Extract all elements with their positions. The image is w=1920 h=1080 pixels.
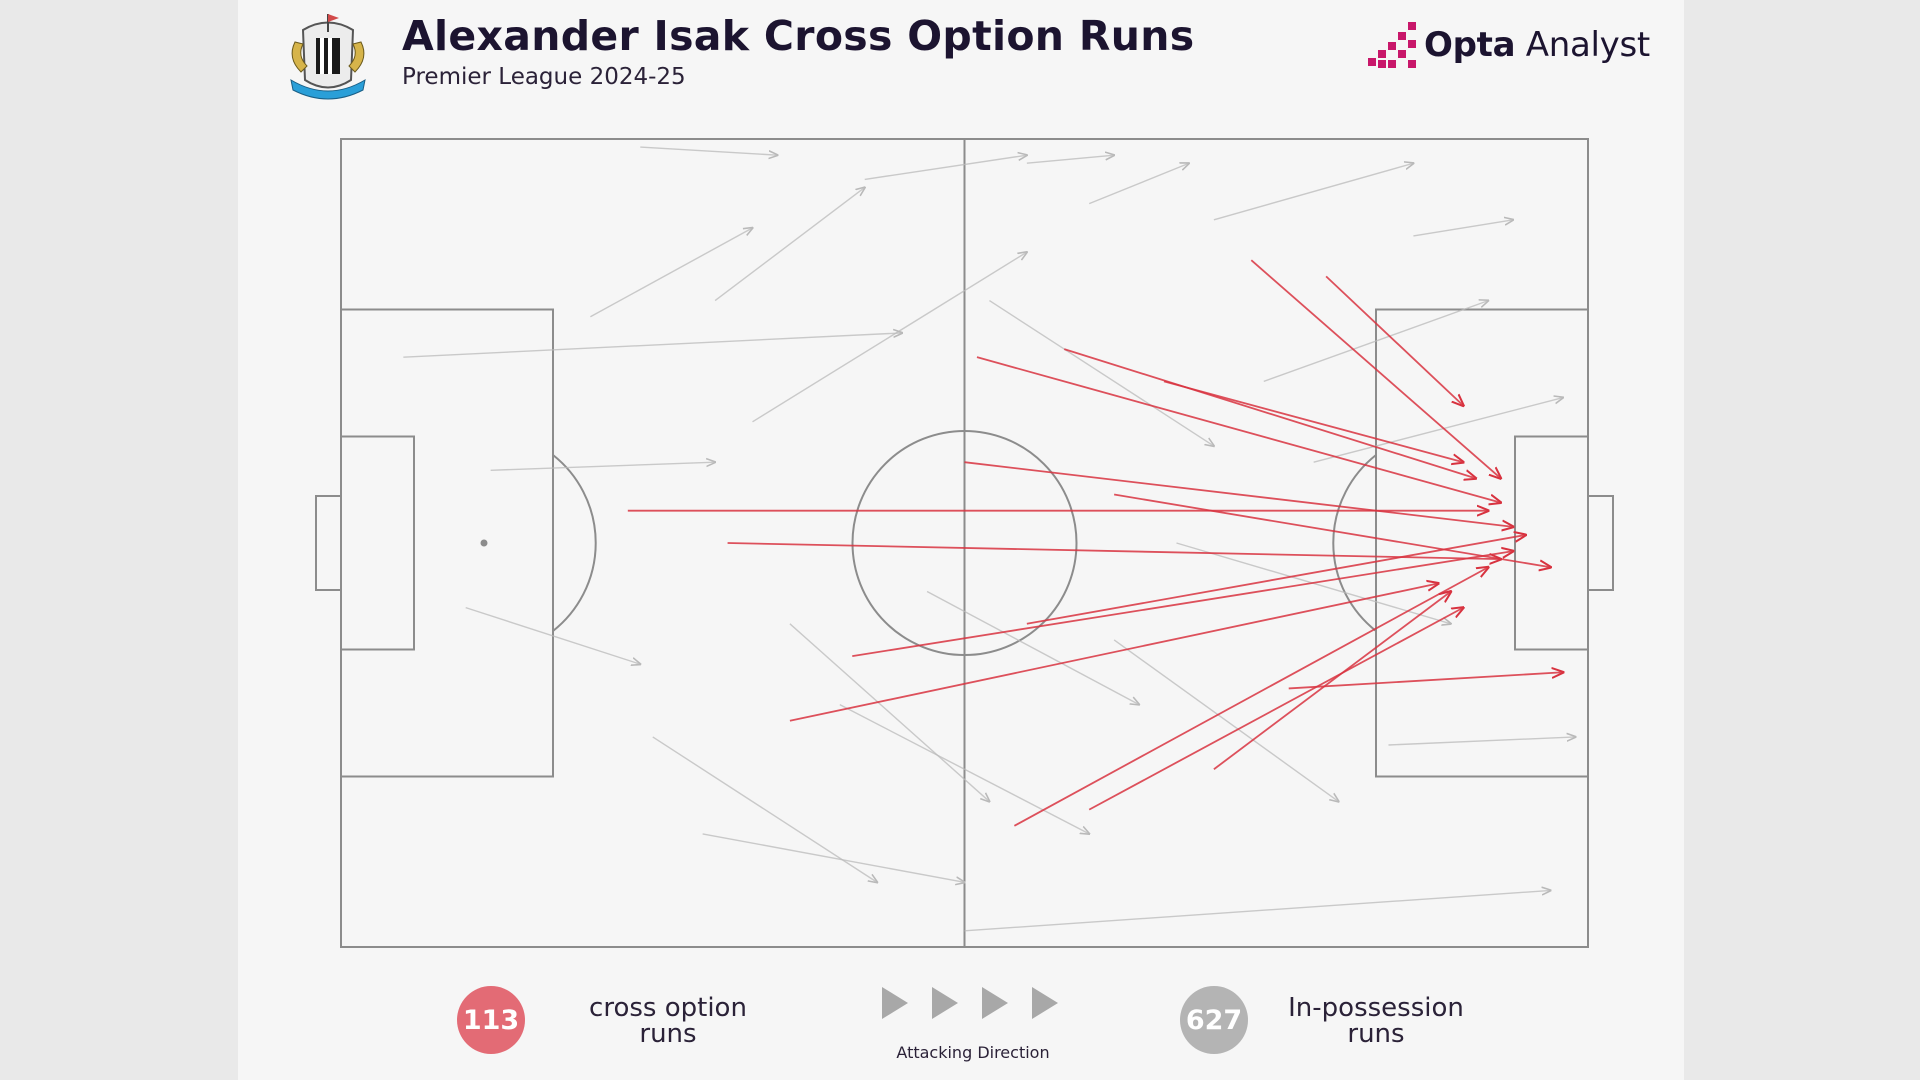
cross-option-run-arrow — [1113, 493, 1550, 568]
in-possession-run-arrow — [465, 606, 641, 665]
brand-name-bold: Opta — [1424, 25, 1516, 65]
newcastle-united-crest-icon — [290, 14, 366, 100]
brand-name-light: Analyst — [1525, 25, 1650, 65]
in-possession-run-arrow — [590, 228, 752, 318]
cross-option-count-badge: 113 — [457, 986, 525, 1054]
cross-option-run-arrow — [1088, 608, 1463, 811]
in-possession-run-arrow — [490, 462, 715, 471]
in-possession-run-arrow — [1313, 398, 1563, 463]
centre-circle — [851, 430, 1078, 656]
in-possession-run-arrow — [1113, 639, 1338, 802]
in-possession-run-arrow — [964, 890, 1551, 932]
cross-option-run-arrow — [852, 551, 1513, 658]
in-possession-run-arrow — [1088, 163, 1189, 205]
cross-option-runs-layer — [627, 259, 1563, 827]
cross-option-label-line2: runs — [639, 1019, 697, 1049]
cross-option-run-arrow — [1250, 259, 1500, 478]
cross-option-run-arrow — [964, 461, 1514, 527]
in-possession-run-arrow — [1213, 163, 1414, 221]
chart-subtitle: Premier League 2024-25 — [402, 64, 686, 90]
in-possession-run-arrow — [926, 590, 1139, 704]
cross-option-run-arrow — [727, 542, 1501, 559]
in-possession-run-arrow — [702, 833, 965, 882]
right-penalty-arc — [1332, 454, 1377, 632]
graphic-card: Alexander Isak Cross Option Runs Premier… — [238, 0, 1684, 1080]
in-possession-run-arrow — [714, 187, 865, 302]
in-possession-run-arrow — [989, 300, 1213, 446]
in-possession-run-arrow — [1263, 301, 1488, 383]
right-six-yard-box — [1514, 435, 1589, 651]
left-penalty-spot — [480, 539, 488, 547]
chart-title: Alexander Isak Cross Option Runs — [402, 12, 1195, 60]
cross-option-run-arrow — [1026, 535, 1526, 625]
cross-option-run-arrow — [1213, 591, 1451, 770]
cross-option-run-arrow — [789, 583, 1438, 722]
in-possession-run-arrow — [789, 623, 990, 802]
opta-analyst-logo: Opta Analyst — [1368, 18, 1650, 78]
cross-option-run-arrow — [1288, 672, 1563, 690]
right-goal — [1587, 495, 1614, 591]
play-arrow-icon — [932, 987, 958, 1019]
in-possession-run-arrow — [752, 252, 1027, 423]
play-arrow-icon — [982, 987, 1008, 1019]
pitch-markings — [315, 138, 1614, 948]
in-possession-run-arrow — [640, 146, 777, 155]
left-six-yard-box — [340, 435, 415, 651]
in-possession-legend-label: In-possession runs — [1256, 995, 1496, 1047]
left-penalty-arc — [552, 454, 597, 632]
in-possession-run-arrow — [839, 703, 1089, 834]
cross-option-run-arrow — [976, 356, 1501, 502]
in-possession-run-arrow — [864, 155, 1027, 181]
cross-option-label-line1: cross option — [589, 993, 747, 1023]
in-possession-run-arrow — [403, 333, 902, 358]
in-possession-run-arrow — [1388, 737, 1575, 746]
left-penalty-area — [340, 308, 554, 778]
pitch-chart — [315, 138, 1614, 948]
attacking-direction-label: Attacking Direction — [896, 1043, 1050, 1062]
cross-option-run-arrow — [1013, 567, 1488, 827]
play-arrow-icon — [1032, 987, 1058, 1019]
in-possession-runs-layer — [403, 146, 1575, 932]
cross-option-legend-label: cross option runs — [558, 995, 778, 1047]
in-possession-run-arrow — [652, 736, 877, 882]
play-arrow-icon — [882, 987, 908, 1019]
cross-option-run-arrow — [1063, 348, 1476, 478]
in-possession-count-badge: 627 — [1180, 986, 1248, 1054]
opta-bars-icon — [1368, 22, 1416, 68]
attacking-direction-arrows — [882, 987, 1058, 1019]
in-possession-label-line2: runs — [1347, 1019, 1405, 1049]
left-goal — [315, 495, 342, 591]
cross-option-run-arrow — [1325, 275, 1463, 405]
in-possession-run-arrow — [1413, 220, 1513, 237]
in-possession-label-line1: In-possession — [1288, 993, 1464, 1023]
cross-option-run-arrow — [1163, 380, 1463, 462]
in-possession-run-arrow — [1026, 155, 1114, 164]
